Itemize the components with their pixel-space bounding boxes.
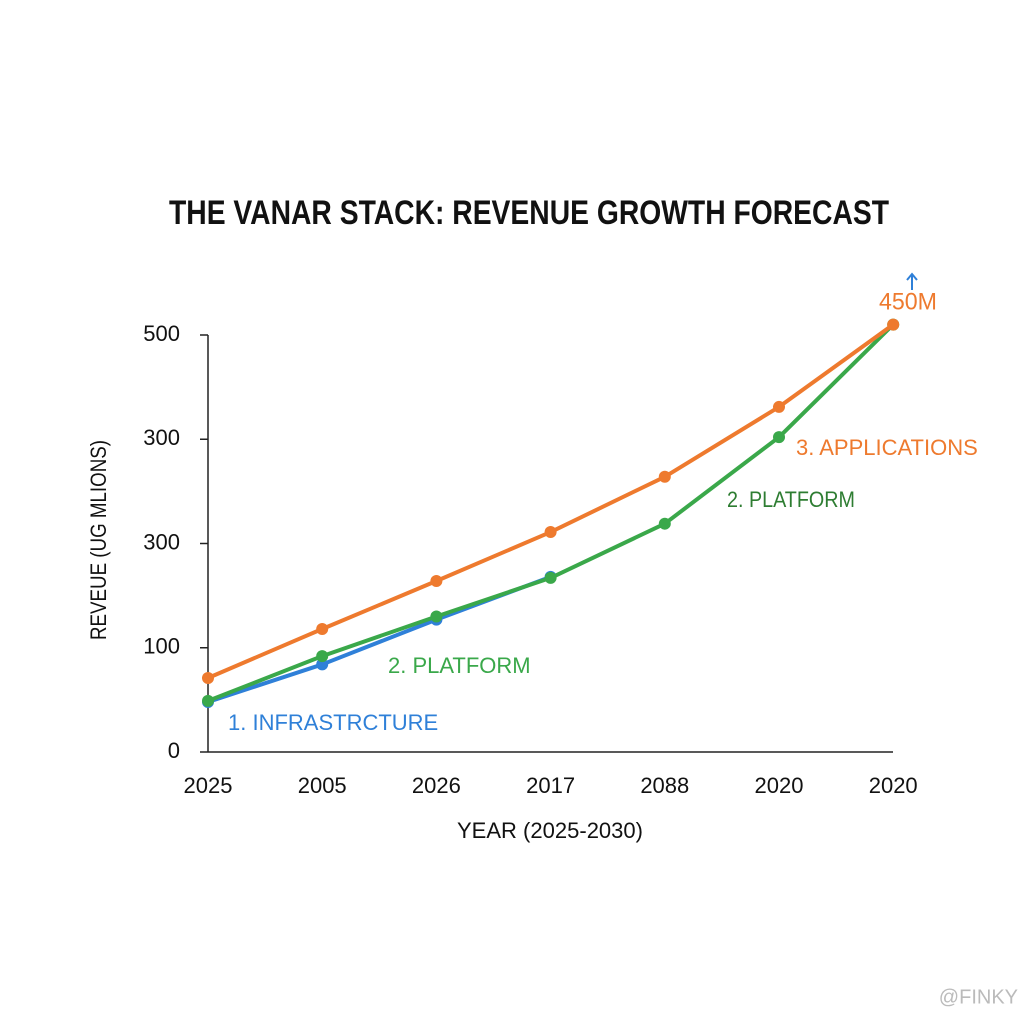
x-tick-label: 2025	[184, 773, 233, 798]
x-axis-label: YEAR (2025-2030)	[457, 818, 643, 843]
chart-title: THE VANAR STACK: REVENUE GROWTH FORECAST	[169, 194, 889, 232]
y-tick-label: 300	[143, 425, 180, 450]
x-tick-label: 2088	[640, 773, 689, 798]
point	[202, 671, 214, 684]
watermark: @FINKY	[939, 986, 1018, 1008]
point	[773, 400, 785, 413]
point	[658, 470, 671, 483]
y-tick-label: 100	[143, 634, 180, 659]
annotation: 450M	[879, 288, 937, 315]
point	[430, 610, 443, 623]
point	[430, 575, 443, 588]
legend-label: 2. PLATFORM	[388, 653, 531, 678]
y-tick-label: 300	[143, 529, 180, 554]
x-tick-label: 2026	[412, 773, 461, 798]
x-tick-label: 2017	[526, 773, 575, 798]
point	[316, 650, 329, 663]
point	[544, 571, 557, 584]
point	[887, 318, 900, 331]
point	[316, 622, 329, 635]
point	[202, 694, 214, 707]
point	[658, 517, 671, 530]
x-tick-label: 2020	[755, 773, 804, 798]
y-axis-label: REVEUE (UG MLIONS)	[86, 440, 111, 640]
point	[316, 658, 329, 671]
line	[207, 323, 895, 703]
y-tick-label: 0	[168, 738, 180, 763]
legend-label: 3. APPLICATIONS	[796, 435, 978, 460]
point	[773, 431, 785, 444]
point	[544, 526, 557, 539]
arrow	[906, 272, 918, 290]
x-tick-label: 2020	[869, 773, 918, 798]
legend-label: 1. INFRASTRCTURE	[228, 710, 438, 735]
y-tick-label: 500	[143, 321, 180, 346]
annotation: 2. PLATFORM	[727, 487, 855, 512]
x-tick-label: 2005	[298, 773, 347, 798]
